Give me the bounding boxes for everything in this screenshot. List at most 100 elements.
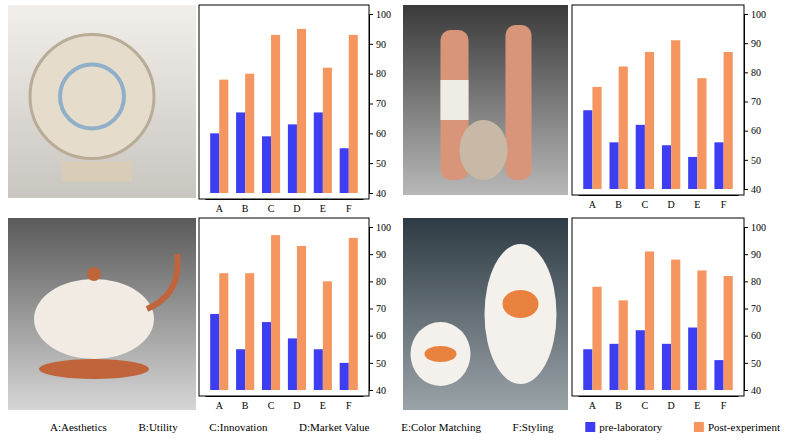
- plot-frame: [572, 218, 744, 396]
- legend-swatch: [585, 422, 595, 432]
- tick-label: F: [346, 203, 352, 214]
- tick-label: D: [667, 400, 674, 411]
- tick: E: [694, 400, 700, 411]
- x-axis: ABCDEF: [579, 397, 739, 412]
- tick-label: D: [293, 400, 300, 411]
- tick-label: A: [589, 199, 597, 210]
- tick-mark: [369, 104, 373, 105]
- tick: 50: [369, 358, 386, 369]
- key-label: B:Utility: [139, 421, 179, 433]
- bar: [314, 112, 323, 193]
- tick-label: 80: [376, 68, 386, 79]
- photo-background: [403, 218, 568, 410]
- key-label: C:Innovation: [209, 421, 268, 433]
- tick-label: E: [320, 400, 326, 411]
- bar: [592, 87, 601, 189]
- bar: [697, 78, 706, 189]
- tick-mark: [369, 163, 373, 164]
- bar: [323, 281, 332, 390]
- bar: [609, 142, 618, 189]
- tick-label: 100: [751, 9, 766, 20]
- axis-line: [206, 396, 364, 397]
- bar: [297, 246, 306, 390]
- ceramic-shape: [503, 290, 539, 318]
- bar: [340, 363, 349, 390]
- ceramic-shape: [506, 25, 532, 180]
- y-axis: 405060708090100: [744, 9, 766, 195]
- tick: 100: [744, 9, 766, 20]
- panel: 405060708090100ABCDEF: [199, 5, 391, 214]
- ceramic-shape: [60, 65, 124, 129]
- tick: 90: [369, 39, 386, 50]
- bar: [662, 145, 671, 189]
- tick-label: 60: [376, 128, 386, 139]
- bar: [714, 142, 723, 189]
- x-axis: ABCDEF: [579, 196, 739, 211]
- tick: D: [667, 400, 674, 411]
- ceramic-shape: [62, 162, 132, 182]
- tick-label: F: [346, 400, 352, 411]
- ceramic-shape: [34, 279, 154, 359]
- tick-mark: [744, 189, 748, 190]
- legend-label: Post-experiment: [708, 421, 780, 433]
- tick-label: 70: [751, 96, 761, 107]
- tick: 80: [369, 68, 386, 79]
- tick: 70: [369, 303, 386, 314]
- ceramic-shape: [39, 359, 149, 379]
- bar: [688, 328, 697, 390]
- tick-label: F: [721, 199, 727, 210]
- photo: [403, 218, 568, 410]
- tick-label: C: [268, 203, 275, 214]
- tick: D: [667, 199, 674, 210]
- tick-label: A: [216, 203, 224, 214]
- bar: [619, 300, 628, 390]
- bar: [349, 238, 358, 390]
- tick-label: 100: [376, 9, 391, 20]
- tick-mark: [744, 254, 748, 255]
- photo: [8, 218, 196, 410]
- key-label: A:Aesthetics: [50, 421, 107, 433]
- y-axis: 405060708090100: [369, 9, 391, 199]
- bar: [262, 136, 271, 193]
- tick-label: C: [642, 199, 649, 210]
- tick-label: 70: [751, 303, 761, 314]
- photo-background: [8, 218, 196, 410]
- tick: F: [346, 203, 352, 214]
- bars: [583, 251, 733, 390]
- ceramic-shape: [441, 80, 469, 120]
- bar: [323, 68, 332, 193]
- bar: [645, 251, 654, 390]
- photo: [8, 5, 196, 198]
- tick-label: D: [667, 199, 674, 210]
- bars: [583, 40, 733, 189]
- panel: 405060708090100ABCDEF: [572, 218, 766, 411]
- tick-mark: [744, 309, 748, 310]
- bar: [349, 35, 358, 193]
- tick: 70: [744, 96, 761, 107]
- tick-label: B: [242, 203, 249, 214]
- tick: 70: [369, 98, 386, 109]
- tick: 80: [744, 67, 761, 78]
- legend-swatch: [694, 422, 704, 432]
- bar: [245, 273, 254, 390]
- bar: [645, 52, 654, 189]
- tick-mark: [744, 390, 748, 391]
- tick-label: 70: [376, 303, 386, 314]
- bar: [245, 74, 254, 193]
- tick-mark: [744, 227, 748, 228]
- tick: A: [589, 400, 597, 411]
- tick-mark: [744, 363, 748, 364]
- tick-mark: [369, 74, 373, 75]
- tick-label: 100: [751, 222, 766, 233]
- tick-mark: [744, 131, 748, 132]
- bar: [288, 124, 297, 193]
- tick-mark: [744, 72, 748, 73]
- tick-label: E: [320, 203, 326, 214]
- tick: 50: [744, 358, 761, 369]
- bar: [271, 235, 280, 390]
- bar: [236, 349, 245, 390]
- bar: [219, 273, 228, 390]
- tick: 40: [369, 385, 386, 396]
- bar: [619, 67, 628, 190]
- y-axis: 405060708090100: [744, 222, 766, 396]
